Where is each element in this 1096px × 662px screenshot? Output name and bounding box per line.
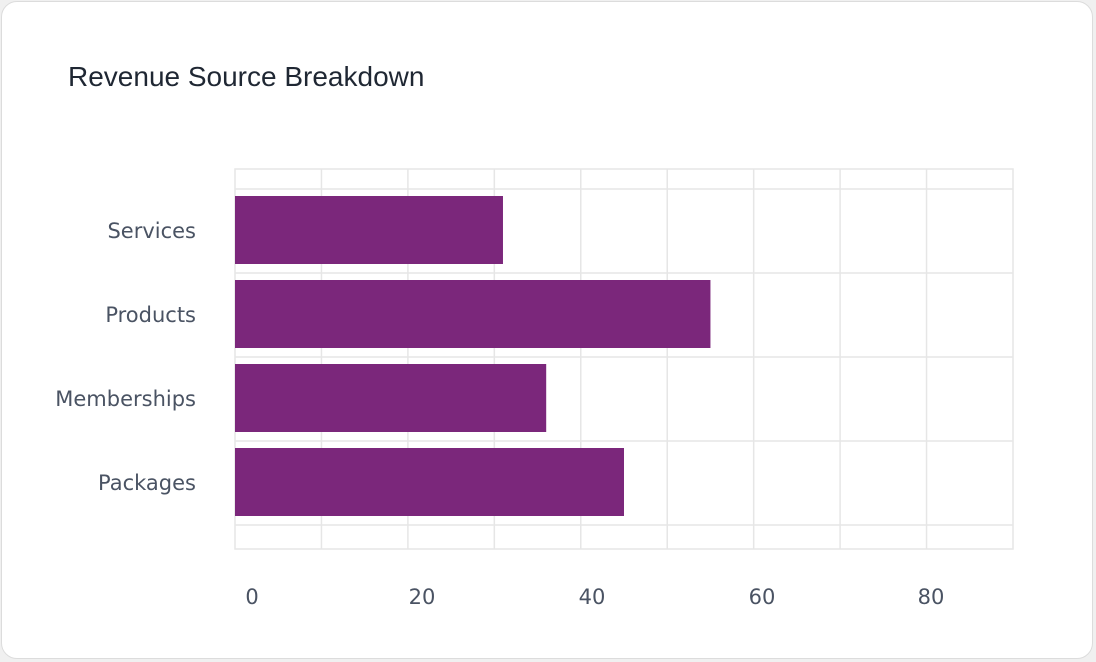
x-tick-label-40: 40 — [579, 585, 606, 609]
bar-products — [235, 280, 711, 348]
bar-services — [235, 196, 503, 264]
category-label-packages: Packages — [98, 471, 196, 495]
category-label-memberships: Memberships — [55, 387, 196, 411]
category-label-products: Products — [105, 303, 196, 327]
bar-memberships — [235, 364, 547, 432]
category-labels: Services Products Memberships Packages — [55, 219, 196, 495]
plot-frame — [234, 168, 1014, 550]
bar-packages — [235, 448, 624, 516]
x-tick-label-80: 80 — [918, 585, 945, 609]
x-tick-label-60: 60 — [749, 585, 776, 609]
x-tick-label-0: 0 — [245, 585, 258, 609]
category-label-services: Services — [107, 219, 196, 243]
x-tick-labels: 0 20 40 60 80 — [245, 585, 944, 609]
bars — [235, 196, 711, 516]
chart-title: Revenue Source Breakdown — [68, 61, 425, 92]
x-tick-label-20: 20 — [409, 585, 436, 609]
